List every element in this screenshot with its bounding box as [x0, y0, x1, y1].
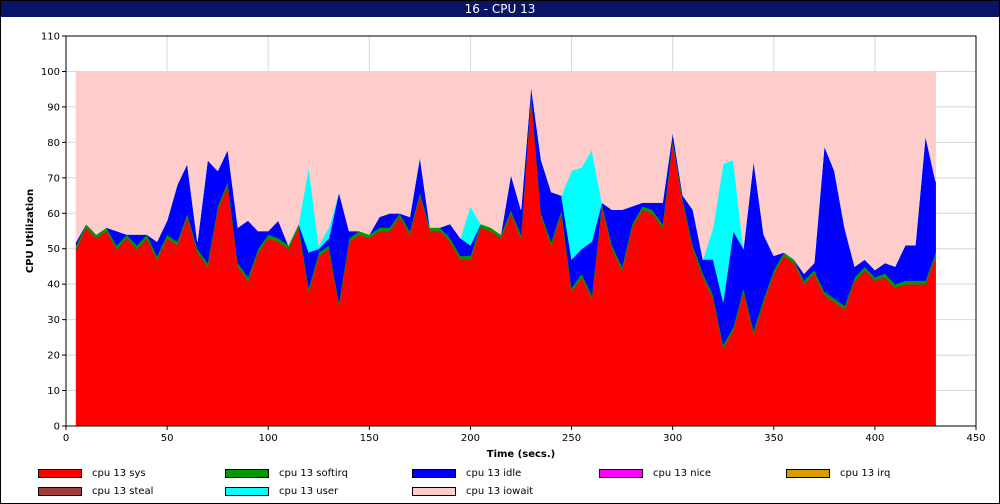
legend-item-cpu-13-softirq: cpu 13 softirq: [225, 467, 348, 479]
x-tick-label-300: 300: [663, 433, 682, 444]
legend-item-cpu-13-iowait: cpu 13 iowait: [412, 485, 533, 497]
legend-item-cpu-13-steal: cpu 13 steal: [38, 485, 153, 497]
legend-label: cpu 13 user: [279, 485, 339, 497]
legend-swatch: [225, 486, 269, 496]
legend-swatch: [225, 468, 269, 478]
y-tick-label-90: 90: [47, 102, 60, 113]
legend-item-cpu-13-idle: cpu 13 idle: [412, 467, 521, 479]
legend-label: cpu 13 iowait: [466, 485, 534, 497]
y-tick-label-100: 100: [41, 67, 60, 78]
legend-item-cpu-13-nice: cpu 13 nice: [599, 467, 711, 479]
y-axis-label: CPU Utilization: [25, 189, 36, 273]
x-axis-label: Time (secs.): [487, 449, 556, 460]
legend-item-cpu-13-sys: cpu 13 sys: [38, 467, 146, 479]
legend-swatch: [412, 468, 456, 478]
legend-swatch: [599, 468, 643, 478]
legend-item-cpu-13-user: cpu 13 user: [225, 485, 338, 497]
y-tick-label-70: 70: [47, 173, 60, 184]
legend-swatch: [412, 486, 456, 496]
x-tick-label-450: 450: [966, 433, 985, 444]
y-tick-label-80: 80: [47, 138, 60, 149]
x-tick-label-250: 250: [562, 433, 581, 444]
y-tick-label-40: 40: [47, 280, 60, 291]
x-tick-label-50: 50: [161, 433, 174, 444]
legend-swatch: [38, 486, 82, 496]
legend-label: cpu 13 nice: [653, 467, 712, 479]
area-cpu-13-iowait: [75, 71, 936, 274]
legend-item-cpu-13-irq: cpu 13 irq: [786, 467, 890, 479]
legend-swatch: [786, 468, 830, 478]
y-tick-label-60: 60: [47, 209, 60, 220]
window-title: 16 - CPU 13: [464, 2, 536, 16]
y-tick-label-20: 20: [47, 351, 60, 362]
y-tick-label-0: 0: [54, 422, 60, 433]
legend: cpu 13 sys cpu 13 softirq cpu 13 idle cpu 1…: [1, 467, 999, 503]
x-tick-label-200: 200: [461, 433, 480, 444]
legend-label: cpu 13 sys: [92, 467, 146, 479]
cpu-utilization-chart: 0 10 20 30 40 50 60 70 80 90 100 110 0 50 100 150 200 250…: [25, 32, 986, 461]
plot-border: [65, 35, 977, 427]
stacked-areas: [75, 71, 936, 427]
y-tick-label-50: 50: [47, 244, 60, 255]
window-title-bar: 16 - CPU 13: [1, 1, 999, 17]
x-tick-label-350: 350: [764, 433, 783, 444]
y-tick-label-30: 30: [47, 315, 60, 326]
x-tick-label-400: 400: [865, 433, 884, 444]
axes: 0 10 20 30 40 50 60 70 80 90 100 110 0 50 100 150 200 250…: [41, 32, 986, 445]
legend-label: cpu 13 idle: [466, 467, 522, 479]
x-tick-label-100: 100: [259, 433, 278, 444]
legend-label: cpu 13 softirq: [279, 467, 348, 479]
legend-swatch: [38, 468, 82, 478]
x-tick-label-150: 150: [360, 433, 379, 444]
y-tick-label-110: 110: [41, 32, 60, 43]
legend-label: cpu 13 steal: [92, 485, 154, 497]
legend-label: cpu 13 irq: [840, 467, 891, 479]
x-tick-label-0: 0: [63, 433, 69, 444]
y-tick-label-10: 10: [47, 386, 60, 397]
